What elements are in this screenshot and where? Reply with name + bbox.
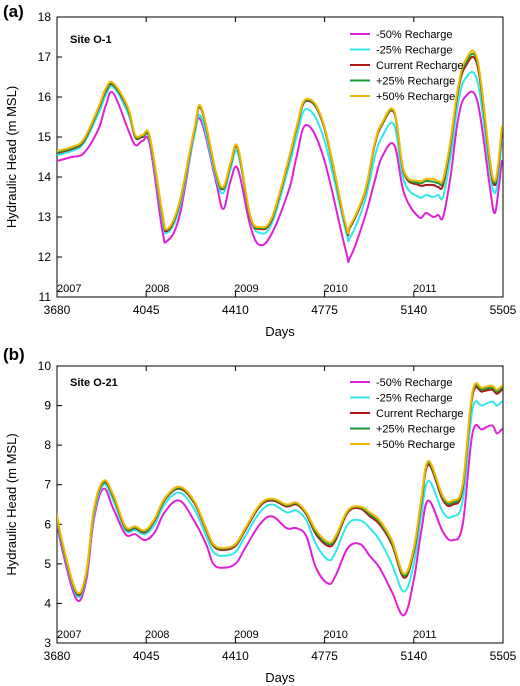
y-tick-label: 18	[38, 10, 52, 24]
y-tick-label: 16	[38, 90, 52, 104]
x-tick-label: 5505	[490, 649, 517, 663]
site-label: Site O-21	[70, 377, 118, 389]
y-tick-label: 6	[44, 517, 51, 531]
series-line-1	[57, 90, 503, 263]
x-tick-label: 3680	[44, 303, 71, 317]
legend-label: -25% Recharge	[376, 393, 452, 405]
legend-label: +50% Recharge	[376, 439, 455, 451]
year-label: 2010	[323, 629, 347, 641]
y-axis-title: Hydraulic Head (m MSL)	[4, 433, 19, 575]
x-tick-label: 5505	[490, 303, 517, 317]
year-label: 2008	[145, 629, 169, 641]
legend-label: +25% Recharge	[376, 76, 455, 88]
legend-label: -25% Recharge	[376, 45, 452, 57]
y-tick-label: 17	[38, 50, 52, 64]
y-tick-label: 9	[44, 399, 51, 413]
y-tick-label: 12	[38, 250, 52, 264]
y-axis-title: Hydraulic Head (m MSL)	[4, 86, 19, 228]
y-tick-label: 15	[38, 130, 52, 144]
x-tick-label: 4775	[311, 649, 338, 663]
site-label: Site O-1	[70, 34, 112, 46]
year-label: 2011	[413, 283, 437, 295]
x-axis-title: Days	[265, 324, 295, 339]
y-tick-label: 7	[44, 478, 51, 492]
y-tick-label: 5	[44, 557, 51, 571]
y-tick-label: 8	[44, 438, 51, 452]
y-tick-label: 13	[38, 210, 52, 224]
x-tick-label: 4410	[222, 303, 249, 317]
x-tick-label: 4045	[133, 649, 160, 663]
year-label: 2007	[57, 283, 81, 295]
panel-label: (a)	[3, 2, 24, 21]
y-tick-label: 3	[44, 636, 51, 650]
series-line-5	[57, 382, 503, 594]
panel-label: (b)	[3, 345, 25, 364]
series-line-5	[57, 49, 503, 235]
x-axis-title: Days	[265, 670, 295, 685]
legend-label: +50% Recharge	[376, 91, 455, 103]
chart-panel-a: (a) 11 12 13 14 15 16 17 18 3680 4045 4410 4775 5140 5…	[3, 2, 517, 339]
x-tick-label: 3680	[44, 649, 71, 663]
series-line-2	[57, 400, 503, 598]
plot-frame	[56, 16, 504, 298]
x-tick-label: 4410	[222, 649, 249, 663]
legend-label: Current Recharge	[376, 60, 463, 72]
year-label: 2009	[234, 629, 258, 641]
legend-label: Current Recharge	[376, 408, 463, 420]
legend-label: +25% Recharge	[376, 424, 455, 436]
x-tick-label: 5140	[400, 649, 427, 663]
legend-label: -50% Recharge	[376, 29, 452, 41]
year-label: 2011	[413, 629, 437, 641]
year-label: 2010	[323, 283, 347, 295]
year-label: 2009	[234, 283, 258, 295]
year-label: 2007	[57, 629, 81, 641]
series-line-1	[57, 423, 503, 617]
y-tick-label: 10	[38, 359, 52, 373]
y-tick-label: 14	[38, 170, 52, 184]
x-tick-label: 5140	[400, 303, 427, 317]
x-tick-label: 4775	[311, 303, 338, 317]
plot-frame	[56, 365, 504, 644]
y-tick-label: 4	[44, 596, 51, 610]
year-label: 2008	[145, 283, 169, 295]
chart-panel-b: (b) 3 4 5 6 7 8 9 10 3680 4045 4410 4775 5140 5505 2007…	[3, 345, 517, 685]
y-tick-label: 11	[39, 290, 52, 304]
x-tick-label: 4045	[133, 303, 160, 317]
legend-label: -50% Recharge	[376, 377, 452, 389]
